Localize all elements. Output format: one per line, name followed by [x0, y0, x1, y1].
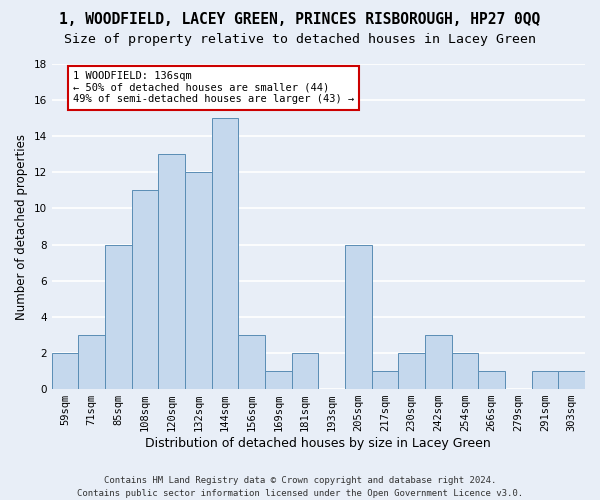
Text: 1, WOODFIELD, LACEY GREEN, PRINCES RISBOROUGH, HP27 0QQ: 1, WOODFIELD, LACEY GREEN, PRINCES RISBO…	[59, 12, 541, 28]
Bar	[79, 335, 105, 389]
Bar	[52, 353, 79, 389]
Bar	[478, 371, 505, 389]
Bar	[398, 353, 425, 389]
Bar	[158, 154, 185, 389]
Text: Size of property relative to detached houses in Lacey Green: Size of property relative to detached ho…	[64, 32, 536, 46]
Bar	[345, 244, 371, 389]
Bar	[238, 335, 265, 389]
Bar	[212, 118, 238, 389]
Bar	[131, 190, 158, 389]
Text: 1 WOODFIELD: 136sqm
← 50% of detached houses are smaller (44)
49% of semi-detach: 1 WOODFIELD: 136sqm ← 50% of detached ho…	[73, 71, 354, 104]
Bar	[371, 371, 398, 389]
Bar	[185, 172, 212, 389]
Bar	[452, 353, 478, 389]
Text: Contains HM Land Registry data © Crown copyright and database right 2024.
Contai: Contains HM Land Registry data © Crown c…	[77, 476, 523, 498]
Y-axis label: Number of detached properties: Number of detached properties	[15, 134, 28, 320]
Bar	[532, 371, 559, 389]
Bar	[559, 371, 585, 389]
Bar	[105, 244, 131, 389]
Bar	[425, 335, 452, 389]
Bar	[265, 371, 292, 389]
X-axis label: Distribution of detached houses by size in Lacey Green: Distribution of detached houses by size …	[145, 437, 491, 450]
Bar	[292, 353, 319, 389]
